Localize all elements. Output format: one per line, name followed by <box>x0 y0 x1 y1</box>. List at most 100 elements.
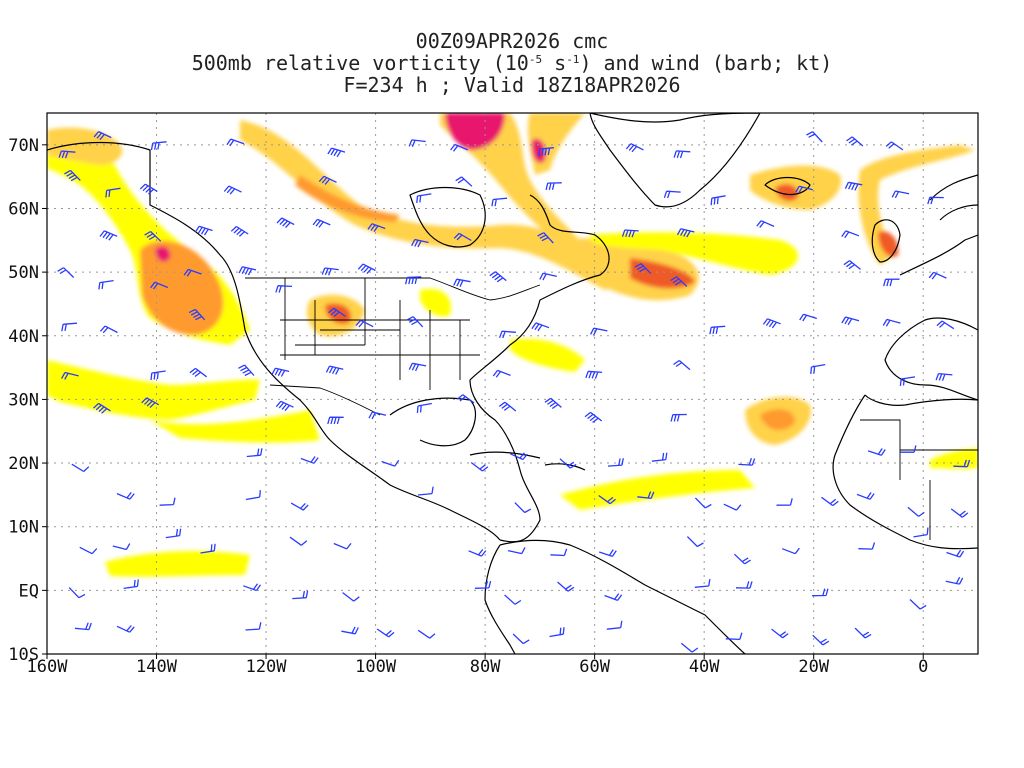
wind-barb <box>357 263 376 275</box>
wind-barb <box>165 528 182 539</box>
x-axis-ticks: 160W 140W 120W 100W 80W 60W 40W 20W 0 <box>27 654 928 677</box>
title-exponent-1: -5 <box>528 53 543 66</box>
x-tick-label: 60W <box>579 657 610 677</box>
wind-barb <box>74 622 92 631</box>
vorticity-band-subtropical-pacific <box>47 360 260 420</box>
wind-barb <box>321 267 339 276</box>
vorticity-band-equatorial-pacific <box>105 550 250 577</box>
wind-barb <box>404 276 422 285</box>
coast-gulf <box>389 397 477 447</box>
wind-barb <box>891 190 910 199</box>
wind-barb <box>771 628 789 639</box>
chart-title: 00Z09APR2026 cmc 500mb relative vorticit… <box>0 30 1024 96</box>
wind-barb <box>453 278 471 287</box>
wind-barb <box>590 327 608 336</box>
y-tick-label: 10S <box>8 645 39 665</box>
wind-barb <box>150 281 169 290</box>
x-tick-label: 80W <box>470 657 501 677</box>
wind-barb <box>634 263 652 275</box>
wind-barb <box>907 506 925 517</box>
wind-barb <box>544 397 562 410</box>
wind-barb <box>79 546 98 555</box>
wind-barb <box>945 576 964 585</box>
wind-barb <box>936 320 955 330</box>
wind-barb <box>927 196 944 205</box>
wind-barb <box>607 458 624 467</box>
vorticity-core-pacific-inner <box>155 246 171 262</box>
wind-barb <box>327 147 346 158</box>
wind-barb <box>821 496 839 507</box>
wind-barb <box>710 195 726 206</box>
wind-barb <box>275 285 293 293</box>
wind-barb <box>226 138 245 147</box>
wind-barb <box>557 581 575 592</box>
wind-barb <box>61 322 78 332</box>
wind-barb <box>411 238 429 248</box>
title-line-2: 500mb relative vorticity (10-5 s-1) and … <box>0 52 1024 74</box>
wind-barbs <box>57 131 971 653</box>
vorticity-core-canada <box>295 175 400 222</box>
vorticity-band-greatlakes <box>420 288 451 317</box>
vorticity-band-canada <box>240 120 620 290</box>
wind-barb <box>844 181 863 191</box>
wind-barb <box>492 369 511 378</box>
wind-barb <box>781 547 800 555</box>
wind-barb <box>116 625 135 633</box>
border-us-canada <box>245 277 541 301</box>
wind-barb <box>61 371 79 380</box>
wind-barb <box>408 362 427 372</box>
wind-barb <box>93 131 112 141</box>
wind-barb <box>928 271 947 280</box>
wind-barb <box>498 330 516 339</box>
wind-barb <box>846 136 864 147</box>
wind-barb <box>756 220 775 228</box>
vorticity-band-uk <box>858 145 975 265</box>
wind-barb <box>606 620 623 630</box>
title-line-2-mid: s <box>542 51 567 75</box>
wind-barb <box>290 502 309 511</box>
wind-barb <box>417 629 436 639</box>
wind-barb <box>417 486 434 496</box>
coast-hudson <box>409 186 486 248</box>
wind-barb <box>312 218 331 228</box>
wind-barb <box>489 271 507 283</box>
border-us-mexico <box>269 384 381 416</box>
wind-barb <box>806 131 823 143</box>
wind-barb <box>841 316 860 326</box>
border-africa <box>860 419 978 540</box>
wind-barb <box>275 400 294 412</box>
wind-barb <box>318 175 337 185</box>
wind-barb <box>453 232 472 242</box>
wind-barb <box>953 459 971 468</box>
wind-barb <box>300 456 319 464</box>
wind-barb <box>159 497 176 506</box>
wind-barb <box>507 547 526 555</box>
wind-barb <box>812 634 830 646</box>
wind-barb <box>99 230 118 241</box>
wind-barb <box>509 452 528 461</box>
wind-barb <box>584 411 603 424</box>
wind-barb <box>289 536 308 546</box>
wind-barb <box>686 536 704 548</box>
wind-barb <box>733 553 751 565</box>
y-axis-ticks: 70N 60N 50N 40N 30N 20N 10N EQ 10S <box>8 136 47 665</box>
wind-barb <box>585 370 603 379</box>
wind-barb <box>776 498 793 506</box>
wind-barb <box>883 278 900 287</box>
wind-barb <box>858 542 876 550</box>
wind-barb <box>725 632 743 641</box>
x-tick-label: 100W <box>355 657 397 677</box>
wind-barb <box>194 225 213 236</box>
coast-north-america <box>47 141 610 543</box>
vorticity-band-mid-atlantic <box>510 338 585 372</box>
y-tick-label: 40N <box>8 327 39 347</box>
wind-barb <box>474 580 492 589</box>
y-tick-label: 60N <box>8 199 39 219</box>
wind-barb <box>123 579 139 590</box>
wind-barb <box>328 307 346 317</box>
x-tick-label: 20W <box>798 657 829 677</box>
x-tick-label: 40W <box>689 657 720 677</box>
wind-barb <box>900 445 917 453</box>
wind-barb <box>292 590 309 600</box>
